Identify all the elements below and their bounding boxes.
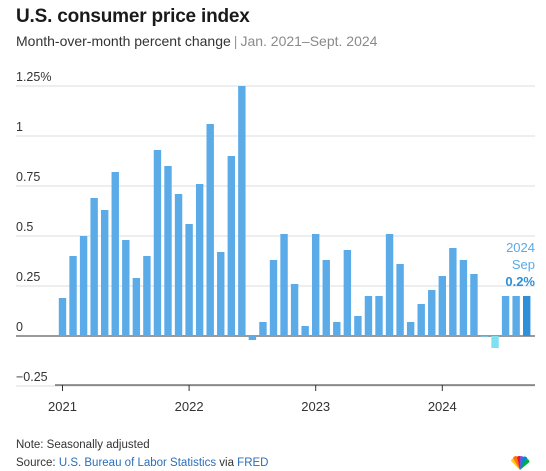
bar [312,234,320,336]
bar [69,256,77,336]
peacock-logo-icon [511,456,530,470]
bar [217,252,225,336]
bar [290,284,299,336]
bar [101,210,109,336]
bar [354,316,362,336]
bar [301,326,309,336]
bar [501,296,510,336]
bar [406,322,415,336]
subtitle-separator: | [233,33,238,49]
y-tick-label: 0.5 [16,220,33,234]
bar [111,172,119,336]
bar [491,336,499,348]
bar [333,322,341,336]
y-tick-label: 1 [16,120,23,134]
y-tick-label: 0.25 [16,270,40,284]
bar [459,260,468,336]
bar [438,276,446,336]
bar [364,296,373,336]
latest-annotation: 2024 Sep 0.2% [505,240,535,289]
bar [122,240,130,336]
bar [174,194,183,336]
annotation-year: 2024 [506,240,535,255]
bar [238,86,246,336]
bar [79,236,88,336]
footnote: Note: Seasonally adjusted [16,439,150,451]
y-tick-label: −0.25 [16,370,48,384]
cpi-bar-chart: 1.25% 1 0.75 0.5 0.25 0 −0.25 2021 2022 2023 2024… [16,70,535,414]
bar [470,274,478,336]
bar [227,156,235,336]
bar [512,296,520,336]
y-tick-label: 0.75 [16,170,40,184]
x-tick-label: 2024 [428,399,457,414]
subtitle-range: Jan. 2021–Sept. 2024 [240,33,378,49]
bar [153,150,162,336]
bar [90,198,98,336]
annotation-value: 0.2% [505,274,535,289]
bar [428,290,436,336]
bars [58,86,531,348]
subtitle-main: Month-over-month percent change [16,33,231,49]
bar [248,336,257,340]
bar [280,234,288,336]
bar [185,224,193,336]
x-tick-label: 2023 [301,399,330,414]
bar [480,336,489,337]
bar [143,256,151,336]
source-org-link[interactable]: U.S. Bureau of Labor Statistics [58,457,217,469]
bar [206,124,214,336]
bar [132,278,141,336]
bar [396,264,404,336]
chart-title: U.S. consumer price index [16,6,250,27]
bar [417,304,425,336]
annotation-month: Sep [512,257,535,272]
x-tick-label: 2021 [48,399,77,414]
y-tick-label: 1.25% [16,70,51,84]
bar [269,260,278,336]
y-axis-labels: 1.25% 1 0.75 0.5 0.25 0 −0.25 [16,70,51,384]
bar [164,166,172,336]
source-line: Source: U.S. Bureau of Labor Statistics … [16,457,268,469]
source-db-link[interactable]: FRED [237,457,269,469]
x-tick-label: 2022 [175,399,204,414]
bar [385,234,394,336]
bar [523,296,531,336]
x-axis: 2021 2022 2023 2024 [48,384,535,414]
chart-subtitle: Month-over-month percent change | Jan. 202… [16,33,377,49]
y-tick-label: 0 [16,320,23,334]
bar [259,322,267,336]
bar [195,184,204,336]
source-mid: via [216,457,238,469]
bar [343,250,352,336]
source-prefix: Source: [16,457,59,469]
bar [322,260,330,336]
bar [449,248,457,336]
bar [58,298,67,336]
bar [375,296,383,336]
